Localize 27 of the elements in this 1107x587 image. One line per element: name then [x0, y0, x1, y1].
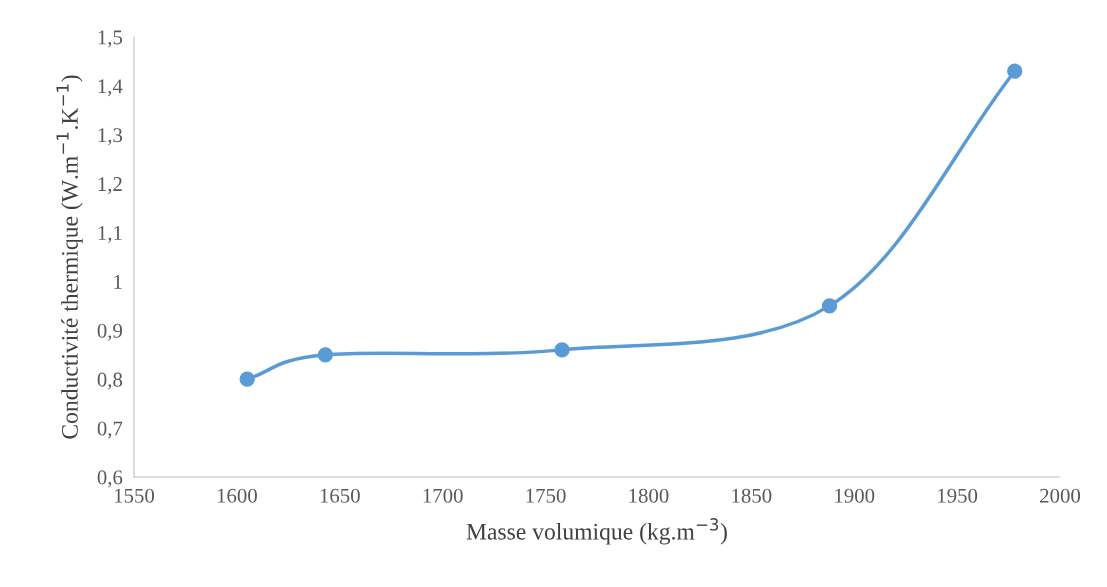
- y-tick-label: 1,4: [98, 79, 123, 97]
- x-tick-label: 1800: [629, 488, 669, 503]
- x-tick-label: 1600: [217, 488, 257, 503]
- y-tick-label: 1,1: [98, 226, 122, 243]
- y-tick-label: 1,3: [98, 128, 123, 146]
- y-tick-label: 0,8: [97, 372, 123, 390]
- point: [1007, 63, 1023, 79]
- x-axis-title: Masse volumique (kg.m$^{−3}$): [466, 518, 727, 545]
- y-tick-label: 1,5: [98, 30, 123, 48]
- x-tick-label: 1850: [732, 488, 772, 503]
- y-tick-label: 0,9: [97, 323, 123, 341]
- x-tick-label: 1700: [423, 488, 463, 503]
- point: [239, 371, 255, 387]
- y-tick-label: 0,6: [97, 470, 123, 488]
- x-tick-label: 1650: [320, 488, 360, 503]
- point: [554, 342, 570, 358]
- y-axis-title: Conductivité thermique (W.m$^{−1}$.K$^{−1}$): [56, 75, 83, 439]
- x-tick-label: 1750: [526, 488, 566, 503]
- x-tick-label: 1550: [115, 488, 155, 503]
- y-tick-label: 0,7: [97, 421, 123, 439]
- x-tick-label: 1950: [938, 488, 978, 503]
- point: [317, 347, 334, 363]
- y-tick-label: 1: [114, 274, 122, 289]
- x-tick-label: 2000: [1040, 488, 1081, 503]
- point: [821, 298, 838, 314]
- x-tick-label: 1900: [835, 488, 875, 503]
- y-tick-label: 1,2: [98, 177, 122, 195]
